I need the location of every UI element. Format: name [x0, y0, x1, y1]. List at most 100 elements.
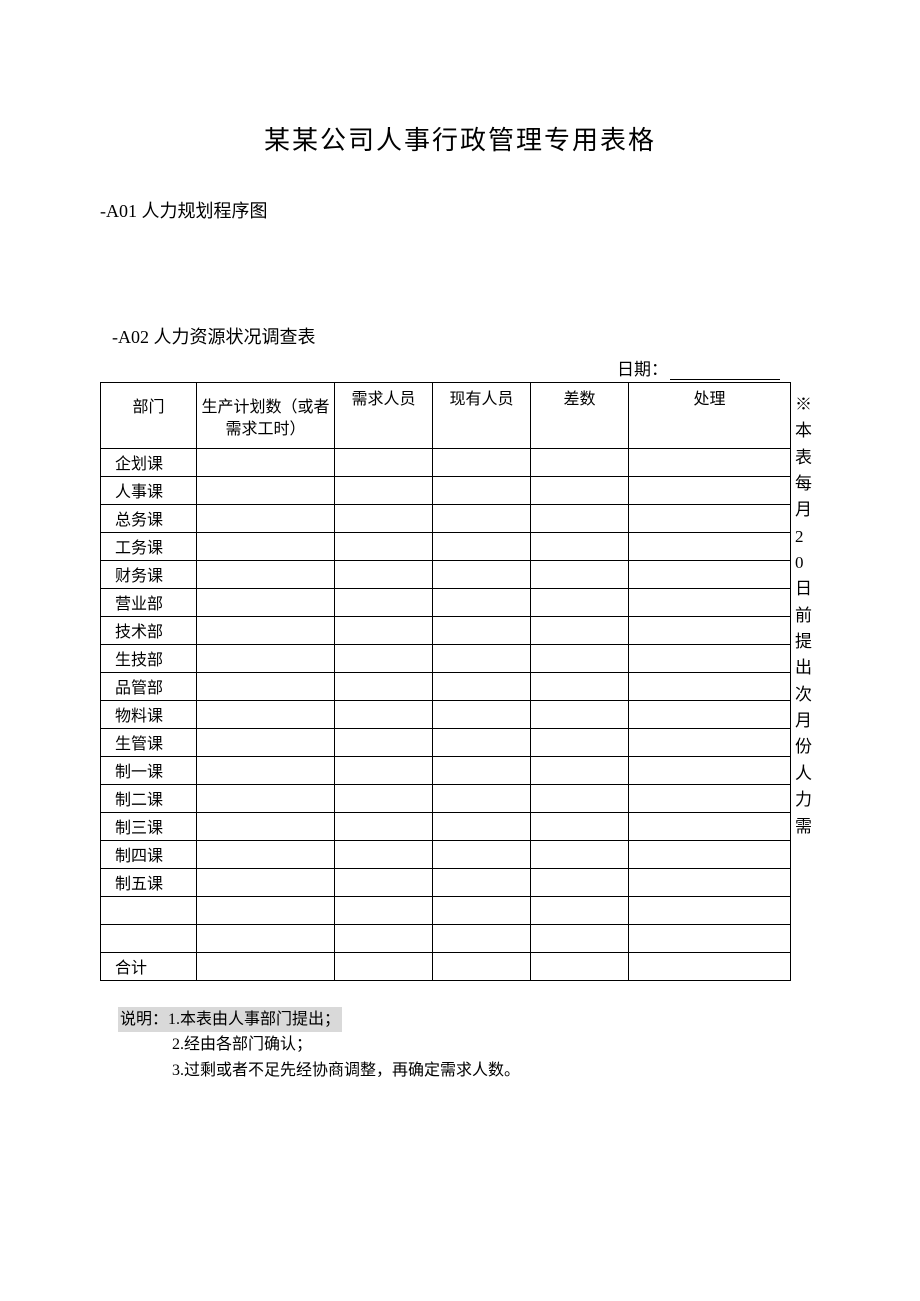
dept-cell: 生技部	[101, 644, 197, 672]
data-cell	[197, 896, 335, 924]
data-cell	[335, 868, 433, 896]
data-cell	[335, 784, 433, 812]
data-cell	[433, 532, 531, 560]
data-cell	[335, 812, 433, 840]
hr-survey-table: 部门 生产计划数（或者需求工时） 需求人员 现有人员 差数 处理 企划课人事课总…	[100, 382, 791, 981]
table-row: 总务课	[101, 504, 791, 532]
data-cell	[433, 560, 531, 588]
data-cell	[335, 728, 433, 756]
data-cell	[629, 588, 791, 616]
data-cell	[531, 840, 629, 868]
table-header-row: 部门 生产计划数（或者需求工时） 需求人员 现有人员 差数 处理	[101, 383, 791, 449]
data-cell	[335, 840, 433, 868]
data-cell	[629, 896, 791, 924]
notes-label: 说明：	[120, 1011, 168, 1028]
table-row: 工务课	[101, 532, 791, 560]
table-row: 生技部	[101, 644, 791, 672]
data-cell	[197, 700, 335, 728]
data-cell	[433, 756, 531, 784]
data-cell	[433, 952, 531, 980]
data-cell	[531, 504, 629, 532]
dept-cell: 总务课	[101, 504, 197, 532]
dept-cell: 物料课	[101, 700, 197, 728]
section-a02-label: -A02 人力资源状况调查表	[112, 323, 820, 349]
table-row: 营业部	[101, 588, 791, 616]
notes-line-1: 说明：1.本表由人事部门提出；	[118, 1007, 342, 1033]
dept-cell: 制三课	[101, 812, 197, 840]
data-cell	[531, 728, 629, 756]
data-cell	[531, 616, 629, 644]
table-row: 制一课	[101, 756, 791, 784]
data-cell	[433, 504, 531, 532]
data-cell	[629, 784, 791, 812]
data-cell	[629, 840, 791, 868]
date-row: 日期：	[100, 355, 820, 380]
col-header-diff: 差数	[531, 383, 629, 449]
data-cell	[335, 672, 433, 700]
data-cell	[531, 868, 629, 896]
data-cell	[197, 756, 335, 784]
data-cell	[531, 560, 629, 588]
data-cell	[197, 952, 335, 980]
dept-cell	[101, 896, 197, 924]
data-cell	[433, 924, 531, 952]
table-row: 物料课	[101, 700, 791, 728]
data-cell	[531, 924, 629, 952]
data-cell	[629, 672, 791, 700]
dept-cell: 制四课	[101, 840, 197, 868]
data-cell	[433, 588, 531, 616]
dept-cell: 制一课	[101, 756, 197, 784]
data-cell	[335, 952, 433, 980]
data-cell	[335, 700, 433, 728]
data-cell	[335, 616, 433, 644]
data-cell	[629, 532, 791, 560]
notes-block: 说明：1.本表由人事部门提出； 2.经由各部门确认； 3.过剩或者不足先经协商调…	[118, 1007, 820, 1084]
data-cell	[531, 532, 629, 560]
table-row: 生管课	[101, 728, 791, 756]
data-cell	[629, 756, 791, 784]
data-cell	[197, 812, 335, 840]
data-cell	[197, 728, 335, 756]
data-cell	[629, 560, 791, 588]
data-cell	[335, 476, 433, 504]
dept-cell: 营业部	[101, 588, 197, 616]
data-cell	[629, 868, 791, 896]
data-cell	[629, 448, 791, 476]
data-cell	[629, 700, 791, 728]
data-cell	[197, 616, 335, 644]
section-a01-label: -A01 人力规划程序图	[100, 197, 820, 223]
data-cell	[335, 644, 433, 672]
table-row: 企划课	[101, 448, 791, 476]
data-cell	[335, 532, 433, 560]
data-cell	[433, 700, 531, 728]
data-cell	[335, 896, 433, 924]
data-cell	[197, 448, 335, 476]
data-cell	[629, 616, 791, 644]
dept-cell: 财务课	[101, 560, 197, 588]
data-cell	[629, 504, 791, 532]
dept-cell: 合计	[101, 952, 197, 980]
data-cell	[433, 784, 531, 812]
dept-cell: 技术部	[101, 616, 197, 644]
col-header-plan: 生产计划数（或者需求工时）	[197, 383, 335, 449]
data-cell	[531, 756, 629, 784]
data-cell	[197, 476, 335, 504]
date-underline	[670, 355, 780, 380]
dept-cell: 企划课	[101, 448, 197, 476]
data-cell	[335, 588, 433, 616]
data-cell	[433, 812, 531, 840]
data-cell	[629, 644, 791, 672]
data-cell	[197, 784, 335, 812]
data-cell	[531, 952, 629, 980]
table-row: 制四课	[101, 840, 791, 868]
data-cell	[197, 924, 335, 952]
data-cell	[433, 868, 531, 896]
data-cell	[197, 588, 335, 616]
data-cell	[531, 812, 629, 840]
data-cell	[629, 924, 791, 952]
table-row	[101, 896, 791, 924]
data-cell	[629, 476, 791, 504]
dept-cell: 制五课	[101, 868, 197, 896]
data-cell	[335, 924, 433, 952]
data-cell	[531, 784, 629, 812]
